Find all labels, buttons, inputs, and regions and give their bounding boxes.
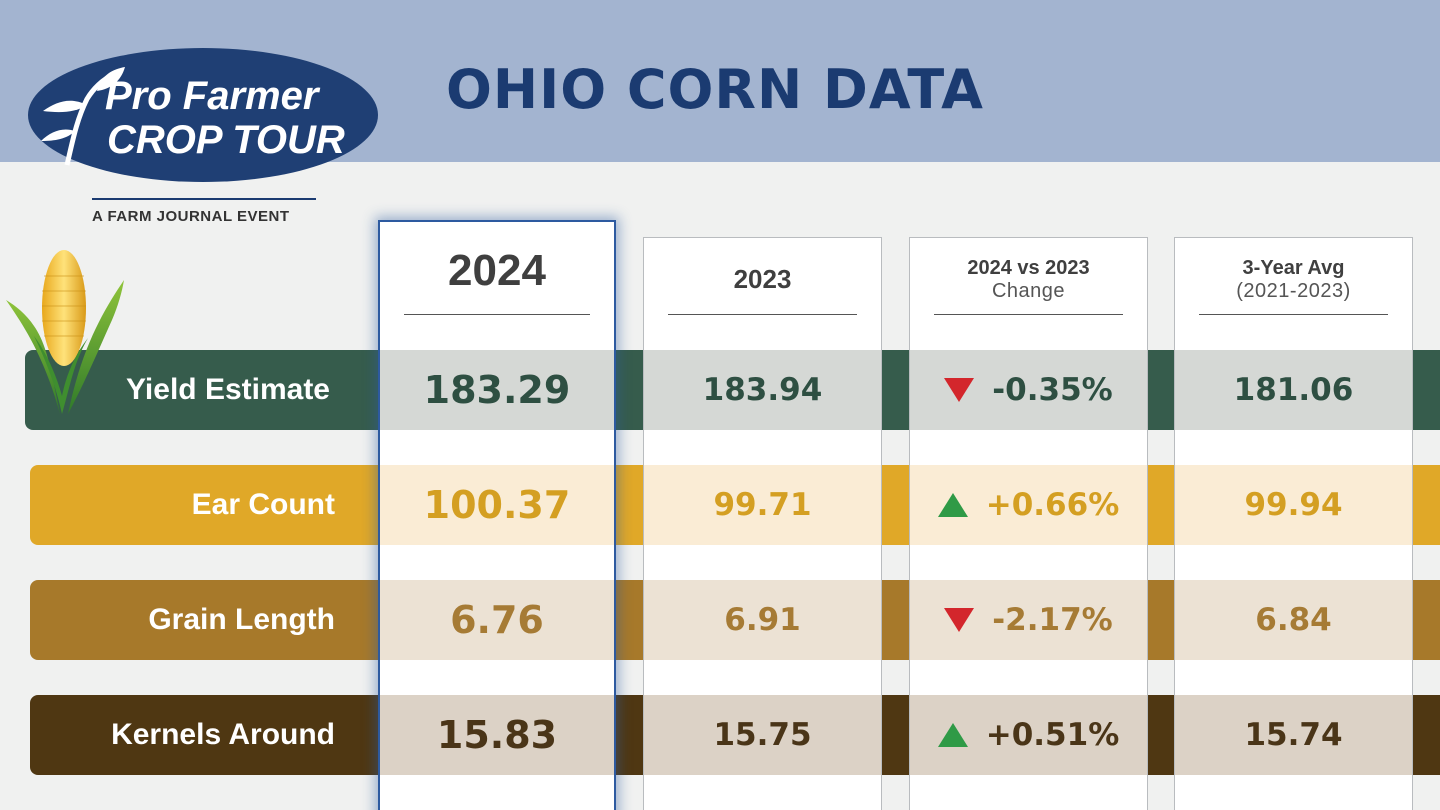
change-value: -2.17%	[992, 602, 1113, 638]
column-divider	[934, 314, 1123, 315]
row-label-grain-length: Grain Length	[148, 603, 335, 636]
column-header-2023: 2023	[733, 264, 792, 294]
corn-cob-icon	[6, 250, 124, 414]
arrow-up-icon	[937, 723, 968, 747]
arrow-up-icon	[937, 493, 968, 517]
column-divider	[668, 314, 857, 315]
arrow-down-icon	[944, 378, 975, 402]
cell-change-grain-length: -2.17%	[910, 580, 1147, 660]
row-label-kernels-around: Kernels Around	[111, 718, 335, 751]
cell-avg-grain-length: 6.84	[1175, 580, 1412, 660]
cell-2024-ear-count: 100.37	[380, 465, 614, 545]
cell-change-kernels-around: +0.51%	[910, 695, 1147, 775]
column-3-year-avg: 3-Year Avg (2021-2023) 181.06 99.94 6.84…	[1174, 237, 1413, 810]
cell-2023-kernels-around: 15.75	[644, 695, 881, 775]
column-header-avg-sub: (2021-2023)	[1236, 280, 1351, 302]
column-header-change-sub: Change	[991, 280, 1066, 302]
column-divider	[404, 314, 590, 315]
column-header-2024: 2024	[448, 246, 546, 295]
page-title: OHIO CORN DATA	[446, 58, 984, 121]
column-header-avg-main: 3-Year Avg	[1242, 257, 1345, 279]
cell-change-ear-count: +0.66%	[910, 465, 1147, 545]
logo-tagline: A FARM JOURNAL EVENT	[92, 208, 290, 225]
pro-farmer-logo: Pro Farmer CROP TOUR	[28, 48, 378, 182]
cell-2023-grain-length: 6.91	[644, 580, 881, 660]
cell-2023-ear-count: 99.71	[644, 465, 881, 545]
change-value: -0.35%	[992, 372, 1113, 408]
column-header-change: 2024 vs 2023 Change	[910, 256, 1147, 302]
column-header-3-year-avg: 3-Year Avg (2021-2023)	[1175, 256, 1412, 302]
cell-2024-yield-estimate: 183.29	[380, 350, 614, 430]
column-change: 2024 vs 2023 Change -0.35% +0.66% -2.17%…	[909, 237, 1148, 810]
column-divider	[1199, 314, 1388, 315]
change-value: +0.51%	[985, 717, 1120, 753]
cell-avg-ear-count: 99.94	[1175, 465, 1412, 545]
column-header-change-main: 2024 vs 2023	[967, 257, 1090, 279]
column-2023: 2023 183.94 99.71 6.91 15.75	[643, 237, 882, 810]
cell-avg-yield-estimate: 181.06	[1175, 350, 1412, 430]
logo-divider	[92, 198, 316, 200]
logo-line1: Pro Farmer	[105, 74, 321, 118]
logo-line2: CROP TOUR	[107, 118, 345, 162]
row-label-ear-count: Ear Count	[191, 488, 335, 521]
cell-avg-kernels-around: 15.74	[1175, 695, 1412, 775]
change-value: +0.66%	[985, 487, 1120, 523]
cell-2024-grain-length: 6.76	[380, 580, 614, 660]
row-label-yield-estimate: Yield Estimate	[126, 373, 330, 406]
cell-2023-yield-estimate: 183.94	[644, 350, 881, 430]
cell-2024-kernels-around: 15.83	[380, 695, 614, 775]
arrow-down-icon	[944, 608, 975, 632]
column-2024: 2024 183.29 100.37 6.76 15.83	[378, 220, 616, 810]
cell-change-yield-estimate: -0.35%	[910, 350, 1147, 430]
